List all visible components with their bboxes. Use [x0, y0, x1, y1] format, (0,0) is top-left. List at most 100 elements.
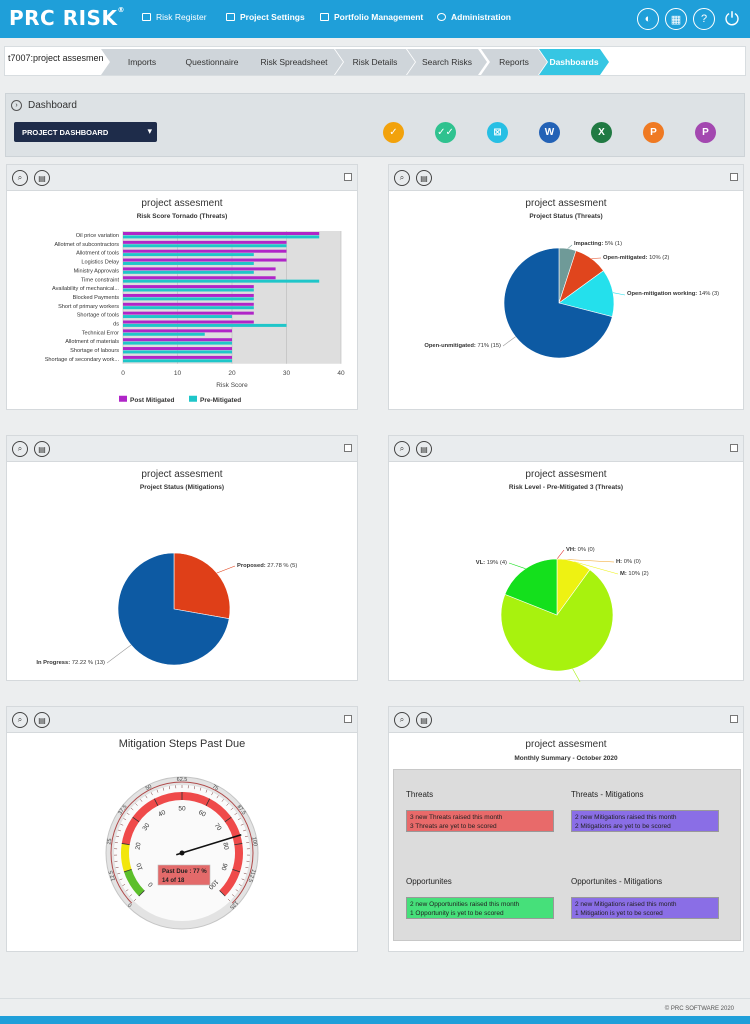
panel-checkbox[interactable]	[344, 173, 352, 181]
user-icon	[437, 13, 446, 21]
leader-line	[216, 565, 236, 574]
gauge-minor-tick	[125, 889, 129, 892]
crumb-reports[interactable]: Reports	[481, 49, 547, 75]
gauge-minor-tick	[140, 799, 143, 802]
bar-post-mitigated	[123, 302, 254, 306]
panel-checkbox[interactable]	[344, 444, 352, 452]
calendar-icon[interactable]: ▦	[665, 8, 687, 30]
pdf-icon[interactable]: P	[643, 122, 664, 143]
gauge-major-tick	[153, 798, 159, 806]
panel-checkbox[interactable]	[730, 715, 738, 723]
close-box-icon[interactable]: ⊠	[487, 122, 508, 143]
export-icon[interactable]: ▤	[416, 712, 432, 728]
help-icon[interactable]: ?	[693, 8, 715, 30]
leader-line	[508, 562, 526, 569]
export-icon[interactable]: ▤	[34, 712, 50, 728]
bar-pre-mitigated	[123, 261, 254, 265]
gauge-minor-tick	[243, 872, 247, 875]
toggle-icon[interactable]: ◐	[637, 8, 659, 30]
panel-header: ⌕ ▤	[7, 436, 357, 462]
gauge-outer-tick-label: 112.5	[247, 868, 257, 883]
slice-value: 0% (0)	[622, 559, 641, 565]
leader-line	[574, 561, 619, 575]
check-circle-icon[interactable]: ✓	[383, 122, 404, 143]
summary-opportunities-mitigations-card[interactable]: 2 new Mitigations raised this month 1 Mi…	[571, 897, 719, 919]
panel-checkbox[interactable]	[344, 715, 352, 723]
panel-checkbox[interactable]	[730, 444, 738, 452]
export-icon[interactable]: ▤	[416, 441, 432, 457]
export-icon[interactable]: ▤	[34, 441, 50, 457]
chevron-right-icon[interactable]: ›	[11, 100, 22, 111]
zoom-icon[interactable]: ⌕	[12, 441, 28, 457]
dashboard-select[interactable]: PROJECT DASHBOARD	[14, 122, 157, 142]
nav-administration[interactable]: Administration	[437, 12, 511, 22]
gauge-minor-tick	[169, 786, 171, 790]
bottom-bar	[0, 1016, 750, 1024]
pie-slice-l	[500, 569, 614, 672]
bar-pre-mitigated	[123, 359, 232, 363]
summary-threats-mitigations-label: Threats - Mitigations	[571, 790, 644, 799]
bar-pre-mitigated	[123, 279, 320, 283]
summary-threats-mitigations-card[interactable]: 2 new Mitigations raised this month 2 Mi…	[571, 810, 719, 832]
crumb-dashboards[interactable]: Dashboards	[539, 49, 609, 75]
bar-post-mitigated	[123, 276, 276, 280]
gauge-band-yellow	[121, 843, 132, 872]
panel-header: ⌕ ▤	[389, 165, 743, 191]
export-icon[interactable]: ▤	[34, 170, 50, 186]
gauge-outer-tick-label: 50	[145, 784, 153, 792]
category-label: Allotmet of subcontractors	[54, 242, 119, 248]
slice-value: 5% (1)	[603, 241, 622, 247]
gauge-major-tick	[138, 890, 145, 897]
double-check-icon[interactable]: ✓✓	[435, 122, 456, 143]
summary-opportunities-mitigations-label: Opportunites - Mitigations	[571, 877, 663, 886]
export-icon[interactable]: ▤	[416, 170, 432, 186]
gauge-minor-tick	[156, 789, 159, 793]
power-icon[interactable]: ⏻	[724, 8, 740, 29]
crumb-risk-spreadsheet[interactable]: Risk Spreadsheet	[245, 49, 343, 75]
crumb-questionnaire[interactable]: Questionnaire	[165, 49, 259, 75]
slice-label: In Progress: 72.22 % (13)	[36, 660, 105, 666]
zoom-icon[interactable]: ⌕	[12, 170, 28, 186]
crumb-risk-details[interactable]: Risk Details	[335, 49, 415, 75]
gauge-tick-label: 70	[213, 822, 223, 832]
summary-opportunities-card[interactable]: 2 new Opportunities raised this month 1 …	[406, 897, 554, 919]
slice-name: In Progress:	[36, 660, 70, 666]
powerpoint-icon[interactable]: P	[695, 122, 716, 143]
x-tick-label: 10	[174, 370, 182, 377]
excel-icon[interactable]: X	[591, 122, 612, 143]
bar-pre-mitigated	[123, 350, 232, 354]
x-tick-label: 30	[283, 370, 291, 377]
nav-risk-register[interactable]: Risk Register	[142, 12, 207, 22]
slice-label: VL: 19% (4)	[476, 560, 507, 566]
nav-portfolio-management[interactable]: Portfolio Management	[320, 12, 423, 22]
leader-line	[556, 549, 565, 560]
slice-value: 14% (3)	[697, 291, 719, 297]
gauge-major-tick	[132, 816, 140, 823]
panel-checkbox[interactable]	[730, 173, 738, 181]
slice-name: VL:	[476, 560, 485, 566]
pie-slice-in-progress	[117, 552, 230, 666]
summary-threats-card[interactable]: 3 new Threats raised this month 3 Threat…	[406, 810, 554, 832]
footer: © PRC SOFTWARE 2020	[0, 998, 750, 1016]
zoom-icon[interactable]: ⌕	[394, 170, 410, 186]
zoom-icon[interactable]: ⌕	[394, 441, 410, 457]
category-label: Availability of mechanical...	[52, 286, 119, 292]
zoom-icon[interactable]: ⌕	[12, 712, 28, 728]
crumb-search-risks[interactable]: Search Risks	[407, 49, 487, 75]
bar-post-mitigated	[123, 232, 320, 235]
slice-label: H: 0% (0)	[616, 559, 641, 565]
word-icon[interactable]: W	[539, 122, 560, 143]
bar-pre-mitigated	[123, 341, 232, 345]
panel-status-threats: ⌕ ▤ project assesment Project Status (Th…	[388, 164, 744, 410]
register-icon	[142, 13, 151, 21]
nav-project-settings[interactable]: Project Settings	[226, 12, 305, 22]
zoom-icon[interactable]: ⌕	[394, 712, 410, 728]
gauge-readout: Past Due : 77 %	[162, 869, 207, 875]
summary-box: Threats 3 new Threats raised this month …	[393, 769, 741, 941]
gauge-chart: 0 10 20 30 40 50 60 70 80 90 100 0 12.5 25 37.5 50 62.5 7…	[105, 776, 259, 930]
gauge-outer-tick-label: 125	[228, 899, 239, 910]
gauge-tick-label: 0	[147, 880, 155, 888]
gauge-minor-tick	[129, 894, 133, 897]
chart-title: Project Status (Threats)	[529, 213, 603, 220]
risk-level-pie: VH: 0% (0)H: 0% (0)M: 10% (2)L: 71% (15)…	[476, 547, 649, 682]
